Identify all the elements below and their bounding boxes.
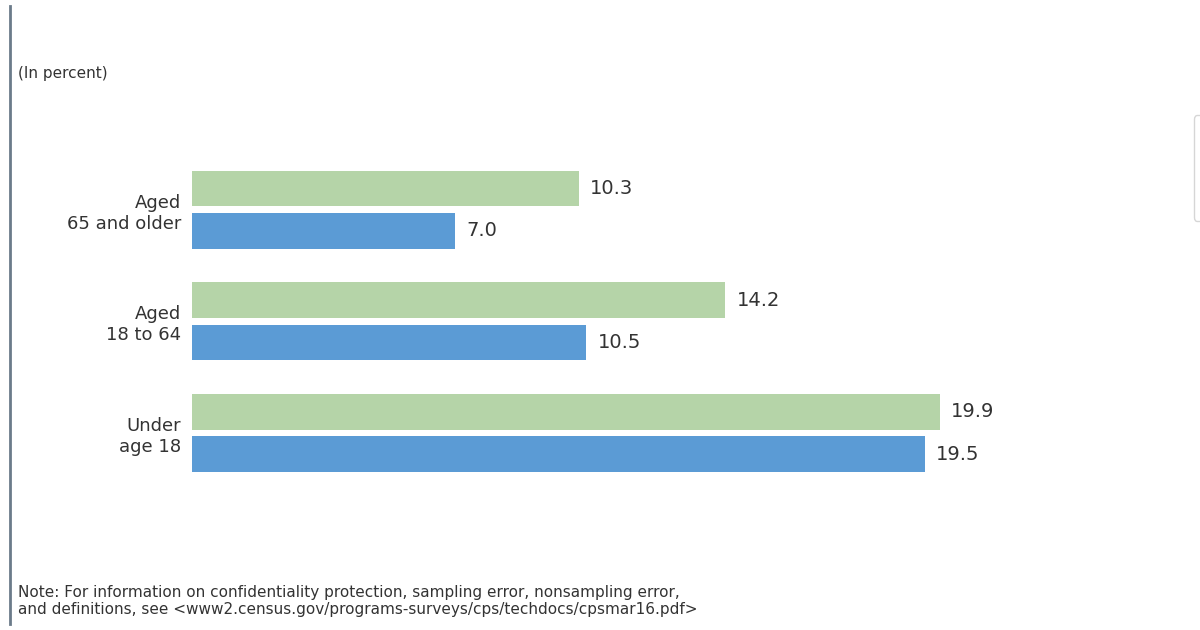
Text: 10.3: 10.3 (590, 179, 634, 198)
Text: 19.9: 19.9 (950, 402, 994, 421)
Text: 19.5: 19.5 (936, 445, 979, 464)
Bar (192, 394, 940, 430)
Text: Note: For information on confidentiality protection, sampling error, nonsampling: Note: For information on confidentiality… (18, 585, 697, 617)
Bar (192, 436, 924, 472)
Text: 10.5: 10.5 (598, 333, 641, 352)
Text: (In percent): (In percent) (18, 66, 108, 81)
Text: 7.0: 7.0 (467, 221, 497, 241)
Bar (192, 324, 587, 360)
Legend: Female, Male: Female, Male (1194, 115, 1200, 220)
Text: 14.2: 14.2 (737, 290, 780, 309)
Bar (192, 213, 455, 249)
Bar (192, 171, 578, 207)
Bar (192, 282, 726, 318)
